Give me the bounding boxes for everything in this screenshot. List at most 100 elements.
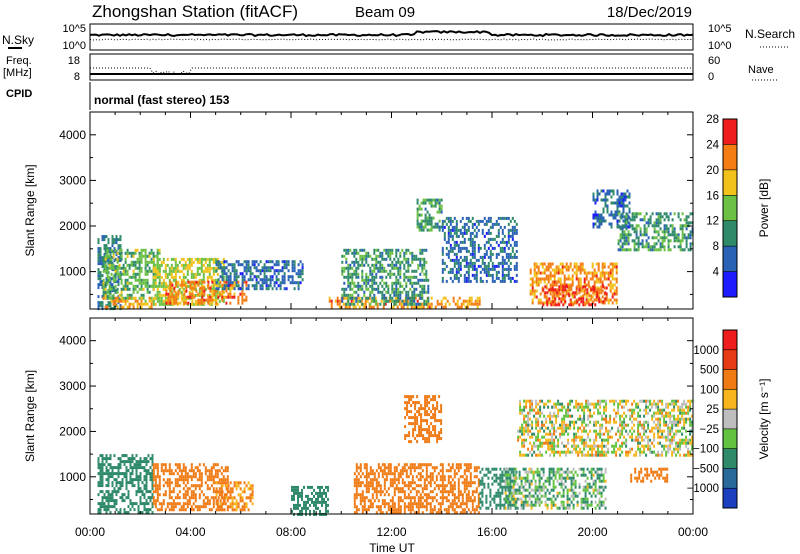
echo-cell <box>425 487 428 491</box>
echo-cell <box>305 506 307 510</box>
echo-cell <box>102 287 105 291</box>
echo-cell <box>117 511 120 515</box>
echo-cell <box>545 277 548 281</box>
echo-cell <box>413 281 416 285</box>
echo-cell <box>105 484 108 488</box>
echo-cell <box>259 278 262 282</box>
echo-cell <box>192 475 195 479</box>
echo-cell <box>449 505 452 509</box>
echo-cell <box>146 281 149 285</box>
echo-cell <box>283 260 286 264</box>
echo-cell <box>416 210 419 214</box>
echo-cell <box>233 283 236 287</box>
echo-cell <box>216 472 219 476</box>
echo-cell <box>358 296 361 300</box>
echo-cell <box>455 270 458 274</box>
echo-cell <box>675 233 678 237</box>
echo-cell <box>141 493 144 497</box>
echo-cell <box>420 407 423 411</box>
echo-cell <box>115 490 118 494</box>
echo-cell <box>455 276 458 280</box>
echo-cell <box>154 502 157 506</box>
n-sky-trace <box>90 30 694 38</box>
echo-cell <box>425 472 428 476</box>
echo-cell <box>156 508 159 512</box>
echo-cell <box>283 281 286 285</box>
echo-cell <box>466 302 469 306</box>
echo-cell <box>441 279 444 283</box>
echo-cell <box>334 299 337 303</box>
echo-cell <box>417 281 420 285</box>
echo-cell <box>127 490 130 494</box>
echo-cell <box>641 233 644 237</box>
echo-cell <box>130 293 133 297</box>
echo-cell <box>293 281 296 285</box>
echo-cell <box>405 257 408 261</box>
echo-cell <box>669 239 672 243</box>
echo-cell <box>659 245 662 249</box>
echo-cell <box>441 481 444 485</box>
echo-cell <box>149 508 152 512</box>
echo-cell <box>497 276 500 280</box>
echo-cell <box>405 472 408 476</box>
echo-cell <box>683 233 686 237</box>
echo-cell <box>571 274 574 278</box>
echo-cell <box>216 290 219 294</box>
echo-cell <box>357 281 360 285</box>
echo-cell <box>143 493 146 497</box>
echo-cell <box>373 278 376 282</box>
echo-cell <box>231 263 234 267</box>
echo-cell <box>643 218 646 222</box>
echo-cell <box>235 487 238 491</box>
echo-cell <box>178 478 181 482</box>
echo-cell <box>541 286 544 290</box>
echo-cell <box>169 295 172 299</box>
echo-cell <box>463 228 466 232</box>
echo-cell <box>111 481 114 485</box>
echo-cell <box>229 481 232 485</box>
echo-cell <box>107 481 110 485</box>
echo-cell <box>124 278 127 282</box>
echo-cell <box>567 277 570 281</box>
echo-cell <box>118 251 121 255</box>
echo-cell <box>393 511 396 515</box>
echo-cell <box>537 271 540 275</box>
echo-cell <box>220 505 223 509</box>
echo-cell <box>395 487 398 491</box>
echo-cell <box>419 502 422 506</box>
echo-cell <box>217 505 220 509</box>
echo-cell <box>170 290 173 294</box>
echo-cell <box>604 204 607 208</box>
echo-cell <box>225 487 228 491</box>
echo-cell <box>567 268 570 272</box>
echo-cell <box>381 263 384 267</box>
echo-cell <box>299 491 301 495</box>
echo-cell <box>101 481 104 485</box>
echo-cell <box>533 292 536 296</box>
echo-cell <box>126 278 129 282</box>
echo-cell <box>441 469 444 473</box>
echo-cell <box>124 272 127 276</box>
echo-cell <box>245 502 248 506</box>
echo-cell <box>473 249 476 253</box>
echo-cell <box>275 278 278 282</box>
echo-cell <box>115 241 118 245</box>
echo-cell <box>677 215 680 219</box>
echo-cell <box>438 419 441 423</box>
echo-cell <box>184 508 187 512</box>
echo-cell <box>413 290 416 294</box>
echo-cell <box>465 478 468 482</box>
echo-cell <box>164 266 167 270</box>
echo-cell <box>507 237 510 241</box>
echo-cell <box>543 301 546 305</box>
echo-cell <box>251 487 254 491</box>
echo-cell <box>106 248 109 252</box>
echo-cell <box>434 434 437 438</box>
echo-cell <box>108 263 111 267</box>
echo-cell <box>511 246 514 250</box>
echo-cell <box>115 499 118 503</box>
echo-cell <box>227 490 230 494</box>
echo-cell <box>330 305 333 309</box>
echo-cell <box>151 511 154 515</box>
echo-cell <box>507 234 510 238</box>
